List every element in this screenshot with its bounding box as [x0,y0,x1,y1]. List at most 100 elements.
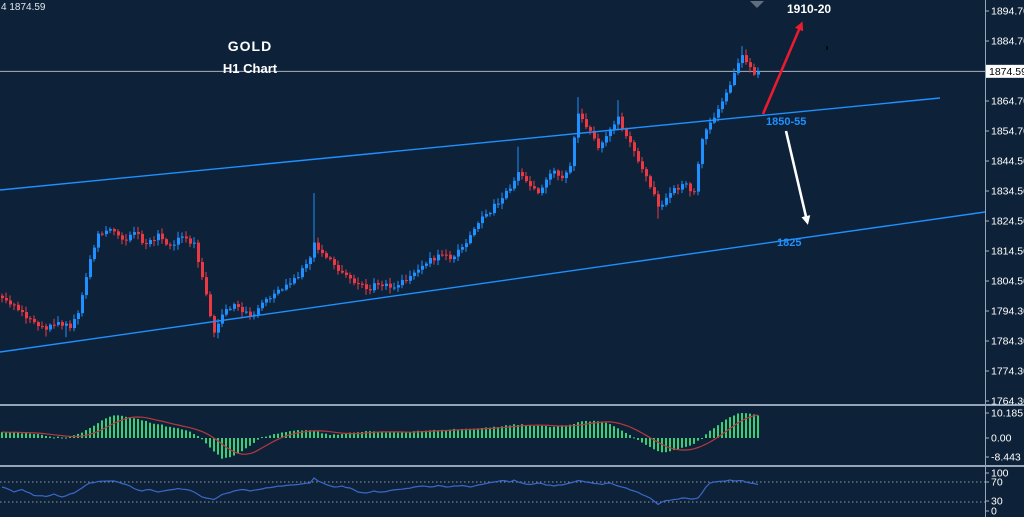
macd-histogram-bar [685,438,687,447]
candle-body [273,293,276,299]
macd-histogram-bar [65,437,67,439]
macd-histogram-bar [581,421,583,438]
macd-histogram-bar [353,432,355,438]
candle-body [221,314,224,324]
macd-histogram-bar [377,432,379,438]
macd-histogram-bar [709,430,711,438]
candle-body [325,253,328,258]
macd-histogram-bar [697,438,699,441]
candle-body [453,256,456,260]
macd-histogram-bar [245,438,247,449]
macd-histogram-bar [45,435,47,438]
macd-histogram-bar [137,418,139,438]
macd-histogram-bar [21,433,23,438]
candle-body [93,247,96,260]
candle-body [117,231,120,236]
macd-signal-line [1,414,759,455]
candle-body [617,116,620,125]
bullish-projection-arrow[interactable] [761,21,804,115]
macd-histogram-bar [285,432,287,438]
candle-body [101,233,104,235]
candle-body [641,161,644,170]
candle-body [645,169,648,177]
candle-body [169,244,172,246]
candle-body [757,71,760,75]
price-tick-label: 1834.50 [991,186,1024,198]
macd-histogram-bar [129,417,131,438]
candle-body [173,244,176,246]
candle-body [57,322,60,325]
macd-histogram-bar [213,438,215,452]
candle-body [637,151,640,162]
candle-body [605,136,608,143]
macd-histogram-bar [497,427,499,438]
rsi-panel[interactable] [0,477,985,506]
candle-body [393,287,396,289]
macd-histogram-bar [717,425,719,438]
macd-histogram-bar [81,432,83,438]
macd-histogram-bar [301,430,303,438]
macd-histogram-bar [453,428,455,438]
macd-histogram-bar [481,428,483,438]
macd-histogram-bar [721,422,723,438]
macd-histogram-bar [601,422,603,438]
candle-body [585,119,588,128]
macd-histogram-bar [713,428,715,438]
macd-histogram-bar [321,433,323,438]
candle-body [509,188,512,191]
macd-histogram-bar [677,438,679,450]
macd-histogram-bar [181,429,183,438]
macd-histogram-bar [637,438,639,440]
macd-histogram-bar [277,433,279,438]
price-tick-label: 1764.30 [991,396,1024,408]
macd-histogram-bar [341,434,343,438]
macd-histogram-bar [117,415,119,438]
candle-body [749,62,752,68]
candle-body [573,137,576,167]
macd-histogram-bar [533,425,535,438]
candle-body [73,318,76,329]
macd-histogram-bar [633,437,635,439]
macd-panel[interactable] [1,412,759,459]
price-axis[interactable]: 1894.70 1884.70 1864.70 1854.70 1844.50 1834.… [985,0,1024,517]
candle-body [661,204,664,207]
macd-histogram-bar [133,418,135,438]
candle-body [125,239,128,241]
candle-body [429,257,432,264]
lower-channel-line[interactable] [0,211,986,353]
bearish-projection-arrow[interactable] [784,130,811,225]
candle-body [737,63,740,74]
macd-histogram-bar [513,424,515,438]
candle-body [209,294,212,317]
macd-histogram-bar [525,425,527,438]
macd-histogram-bar [1,432,3,438]
candle-body [389,283,392,288]
rsi-scale-label: 0 [991,506,997,517]
macd-histogram-bar [193,434,195,438]
ohlc-info-text: 4 1874.59 [1,2,46,13]
macd-histogram-bar [473,428,475,438]
upper-channel-line[interactable] [0,97,941,191]
candle-body [65,323,68,326]
macd-histogram-bar [57,436,59,438]
macd-histogram-bar [421,430,423,438]
candle-body [525,176,528,182]
candle-body [397,285,400,288]
macd-histogram-bar [433,429,435,438]
macd-histogram-bar [165,426,167,438]
macd-histogram-bar [597,421,599,438]
candle-body [417,269,420,273]
candle-body [553,170,556,174]
panel-separator-1[interactable] [0,465,1024,467]
candle-body [133,232,136,235]
candle-body [137,232,140,234]
macd-histogram-bar [29,433,31,438]
panel-separator-0[interactable] [0,404,1024,406]
macd-histogram-bar [701,438,703,439]
macd-histogram-bar [505,425,507,438]
candle-body [513,180,516,189]
macd-histogram-bar [521,424,523,438]
macd-histogram-bar [705,434,707,438]
macd-histogram-bar [741,412,743,438]
